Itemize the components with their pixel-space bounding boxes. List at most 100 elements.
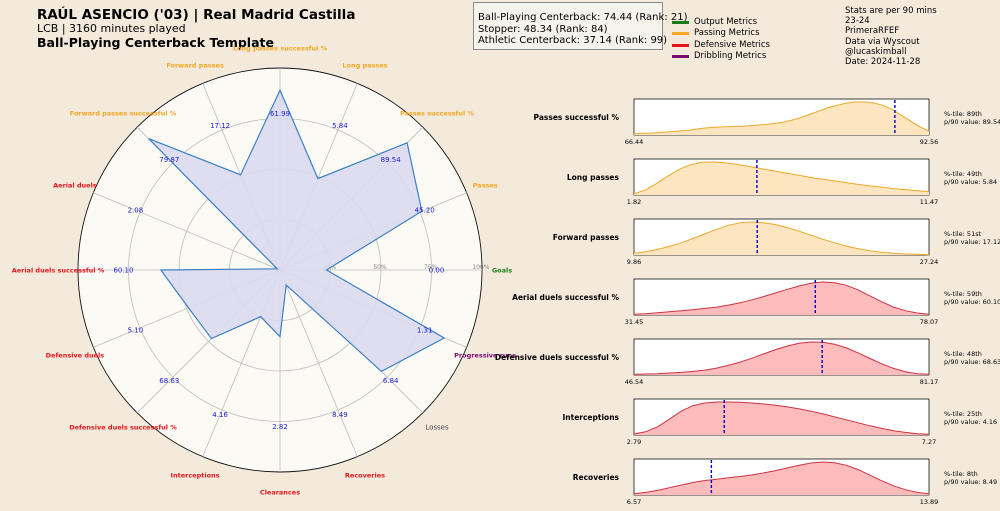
info-line: Date: 2024-11-28 xyxy=(845,57,921,68)
distribution-curve xyxy=(633,221,930,256)
radar-value-label: 60.10 xyxy=(113,267,133,275)
info-line: PrimeraRFEF xyxy=(845,26,900,37)
distribution-area xyxy=(634,342,929,375)
p90-value-label: p/90 value: 17.12 xyxy=(944,238,1000,246)
radar-axis-label: Interceptions xyxy=(171,472,220,480)
radar-axis-label: Progressive runs xyxy=(454,351,516,359)
distribution-curve xyxy=(633,461,930,495)
distribution-area xyxy=(634,162,929,195)
p90-value-label: p/90 value: 5.84 xyxy=(944,178,997,186)
percentile-label: %-tile: 48th xyxy=(944,350,982,358)
distribution-area xyxy=(634,402,929,435)
distribution-curve xyxy=(633,101,930,135)
radar-value-label: 2.08 xyxy=(128,207,144,215)
distribution-max-label: 92.56 xyxy=(920,138,939,146)
score-ball-playing: Ball-Playing Centerback: 74.44 (Rank: 21… xyxy=(478,12,688,23)
distribution-min-label: 31.45 xyxy=(625,318,644,326)
percentile-label: %-tile: 49th xyxy=(944,170,982,178)
radar-axis-label: Passes successful % xyxy=(400,110,475,118)
distribution-min-label: 2.79 xyxy=(627,438,641,446)
score-stopper: Stopper: 48.34 (Rank: 84) xyxy=(478,23,608,35)
distribution-title: Passes successful % xyxy=(534,113,620,122)
distribution-max-label: 11.47 xyxy=(920,198,939,206)
chart-legend: Output Metrics Passing Metrics Defensive… xyxy=(672,17,770,62)
radar-axis-label: Forward passes successful % xyxy=(70,110,177,118)
distribution-min-label: 6.57 xyxy=(627,498,641,506)
percentile-label: %-tile: 89th xyxy=(944,110,982,118)
radar-axis-label: Losses xyxy=(425,423,449,431)
p90-value-label: p/90 value: 68.63 xyxy=(944,358,1000,366)
legend-swatch xyxy=(672,55,689,59)
radar-axis-label: Aerial duels xyxy=(53,182,97,190)
radar-value-label: 1.31 xyxy=(417,326,433,334)
distribution-title: Long passes xyxy=(567,173,620,182)
percentile-label: %-tile: 51st xyxy=(944,230,982,238)
radar-value-label: 5.84 xyxy=(332,122,348,130)
radar-spoke xyxy=(279,269,358,457)
radar-value-label: 4.16 xyxy=(212,411,228,419)
legend-swatch xyxy=(672,43,689,47)
distribution-title: Defensive duels successful % xyxy=(495,353,620,362)
distribution-area xyxy=(634,282,929,315)
legend-swatch xyxy=(672,21,689,25)
legend-label: Dribbling Metrics xyxy=(694,50,767,61)
p90-value-label: p/90 value: 89.54 xyxy=(944,118,1000,126)
distribution-min-label: 66.44 xyxy=(625,138,644,146)
radar-axis-label: Defensive duels successful % xyxy=(69,423,177,431)
radar-ring-label: 50% xyxy=(373,264,387,271)
distribution-min-label: 9.86 xyxy=(627,258,641,266)
info-line: Stats are per 90 mins xyxy=(845,6,937,16)
distribution-curve xyxy=(633,161,930,195)
radar-value-label: 2.82 xyxy=(272,423,288,431)
distribution-min-label: 1.82 xyxy=(627,198,641,206)
radar-value-label: 17.12 xyxy=(210,122,230,130)
player-subtitle: LCB | 3160 minutes played xyxy=(37,22,186,35)
distribution-max-label: 78.07 xyxy=(920,318,939,326)
legend-item-defensive: Defensive Metrics xyxy=(672,40,770,51)
legend-label: Defensive Metrics xyxy=(694,39,770,50)
distribution-curve xyxy=(633,401,930,435)
score-athletic: Athletic Centerback: 37.14 (Rank: 99) xyxy=(478,35,668,46)
player-title: RAÚL ASENCIO ('03) | Real Madrid Castill… xyxy=(37,7,356,23)
legend-label: Passing Metrics xyxy=(694,28,760,39)
radar-value-label: 6.84 xyxy=(383,377,399,385)
distribution-min-label: 46.54 xyxy=(625,378,644,386)
distribution-max-label: 13.89 xyxy=(920,498,939,506)
info-line: 23-24 xyxy=(845,16,870,27)
radar-axis-label: Goals xyxy=(492,267,512,275)
radar-value-label: 0.00 xyxy=(429,267,445,275)
percentile-label: %-tile: 25th xyxy=(944,410,982,418)
distribution-max-label: 81.17 xyxy=(920,378,939,386)
distribution-title: Interceptions xyxy=(562,413,619,422)
radar-ring-label: 100% xyxy=(472,264,489,271)
radar-value-label: 8.49 xyxy=(332,411,348,419)
distribution-area xyxy=(634,222,929,255)
radar-value-label: 79.87 xyxy=(159,156,179,164)
radar-value-label: 68.63 xyxy=(159,377,179,385)
radar-axis-label: Forward passes xyxy=(166,61,224,69)
info-line: @lucaskimball xyxy=(845,46,907,57)
distribution-area xyxy=(634,462,929,495)
percentile-label: %-tile: 59th xyxy=(944,290,982,298)
radar-value-label: 5.10 xyxy=(128,326,144,334)
radar-value-label: 61.99 xyxy=(270,110,290,118)
percentile-label: %-tile: 8th xyxy=(944,470,978,478)
distribution-title: Aerial duels successful % xyxy=(512,293,619,302)
legend-item-output: Output Metrics xyxy=(672,17,770,28)
template-scores-box: Ball-Playing Centerback: 74.44 (Rank: 21… xyxy=(473,2,688,50)
radar-axis-label: Aerial duels successful % xyxy=(12,267,105,275)
legend-swatch xyxy=(672,32,689,36)
distribution-curve xyxy=(633,281,930,315)
radar-axis-label: Clearances xyxy=(260,489,300,497)
template-title: Ball-Playing Centerback Template xyxy=(37,35,274,50)
legend-item-passing: Passing Metrics xyxy=(672,28,770,39)
radar-value-label: 89.54 xyxy=(381,156,402,164)
radar-ring-label: 75% xyxy=(424,264,438,271)
radar-axis-label: Defensive duels xyxy=(46,351,105,359)
distribution-title: Recoveries xyxy=(573,473,620,482)
legend-label: Output Metrics xyxy=(694,17,758,27)
radar-value-label: 45.20 xyxy=(415,207,435,215)
distribution-curve xyxy=(633,341,930,375)
radar-axis-label: Recoveries xyxy=(345,472,385,480)
